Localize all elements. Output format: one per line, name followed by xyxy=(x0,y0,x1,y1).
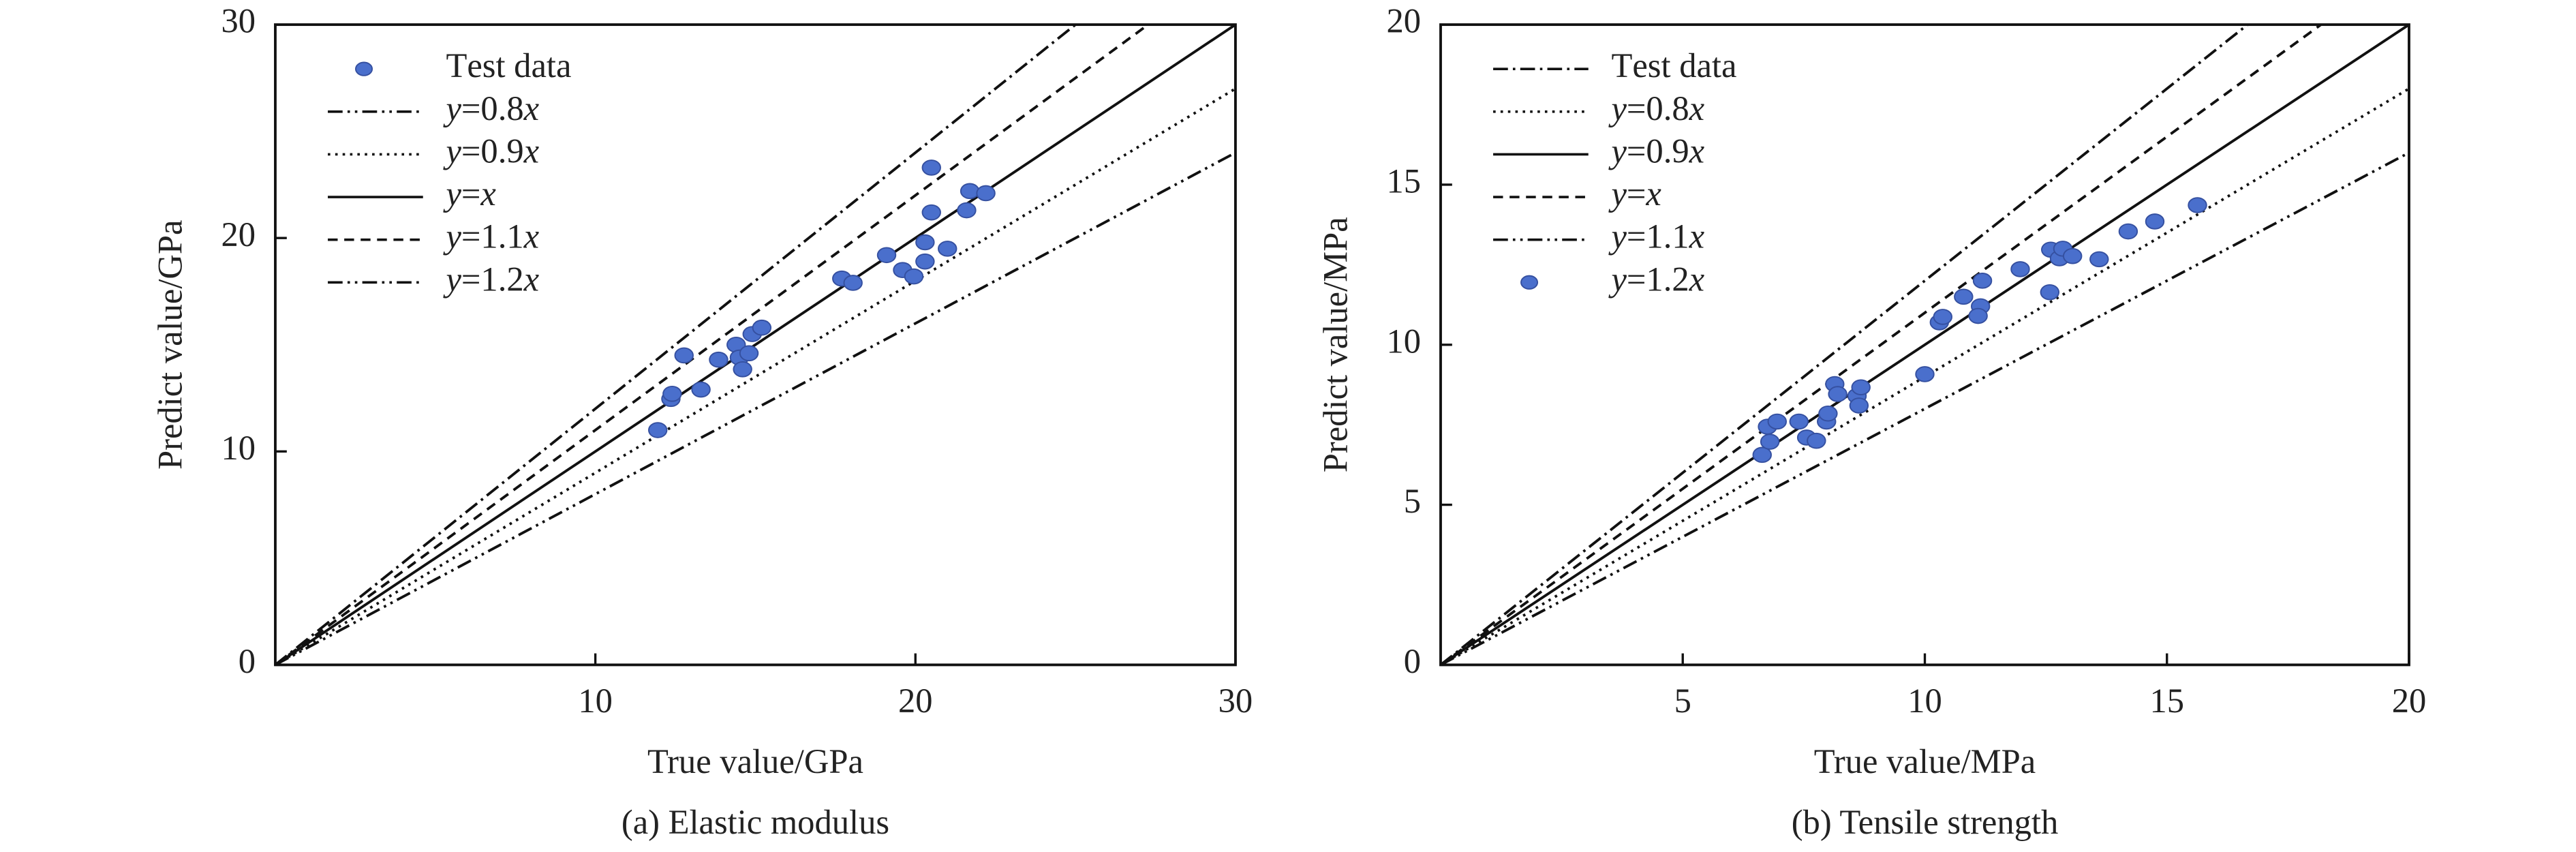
caption: (a) Elastic modulus xyxy=(622,803,889,841)
x-tick-label: 30 xyxy=(1218,682,1253,720)
legend-label: y=1.2x xyxy=(442,260,539,298)
caption: (b) Tensile strength xyxy=(1792,803,2059,841)
data-point xyxy=(2188,197,2207,213)
x-tick-label: 5 xyxy=(1674,682,1691,720)
legend-label: y=0.9x xyxy=(442,132,539,170)
data-point xyxy=(674,347,694,364)
data-point xyxy=(1968,307,1988,324)
data-point xyxy=(1972,273,1993,289)
data-point xyxy=(915,234,935,251)
legend-label: y=0.9x xyxy=(1608,132,1704,170)
data-point xyxy=(1828,386,1847,402)
legend-label: y=x xyxy=(1608,174,1661,213)
data-point xyxy=(1818,405,1838,422)
data-point xyxy=(1767,413,1787,430)
legend-label: y=1.2x xyxy=(1608,260,1704,298)
legend-label: y=0.8x xyxy=(1608,89,1704,127)
reference-line xyxy=(274,87,1236,667)
data-point xyxy=(960,183,980,200)
x-axis-label: True value/MPa xyxy=(1814,742,2036,780)
x-tick-label: 15 xyxy=(2149,682,2184,720)
data-point xyxy=(662,385,682,402)
data-point xyxy=(1915,366,1935,382)
y-tick-label: 0 xyxy=(239,642,256,680)
y-axis-label: Predict value/GPa xyxy=(151,220,189,470)
data-point xyxy=(709,351,729,368)
data-point xyxy=(2089,251,2109,268)
reference-line xyxy=(1439,23,2249,666)
y-tick-label: 5 xyxy=(1404,482,1421,520)
data-point xyxy=(733,361,752,378)
data-point xyxy=(1933,309,1952,325)
x-tick-label: 10 xyxy=(1907,682,1942,720)
legend-marker xyxy=(1520,275,1539,290)
y-tick-label: 10 xyxy=(1387,322,1422,360)
legend-label: Test data xyxy=(446,46,571,85)
reference-line xyxy=(1439,23,2410,667)
reference-line xyxy=(1440,151,2410,667)
plot-frame xyxy=(274,23,1237,667)
x-axis-label: True value/GPa xyxy=(647,742,863,780)
data-point xyxy=(843,275,863,291)
data-point xyxy=(1849,397,1869,414)
legend-label: y=0.8x xyxy=(442,89,539,127)
reference-line xyxy=(275,151,1236,667)
x-tick-label: 20 xyxy=(898,682,933,720)
data-point xyxy=(739,345,759,362)
y-tick-label: 0 xyxy=(1404,642,1421,680)
y-axis-label: Predict value/MPa xyxy=(1316,217,1354,472)
y-tick-label: 10 xyxy=(221,429,256,467)
data-point xyxy=(1954,288,1974,305)
y-tick-label: 15 xyxy=(1387,162,1422,200)
data-point xyxy=(957,202,977,219)
data-point xyxy=(1760,433,1780,450)
data-point xyxy=(2118,223,2138,240)
data-point xyxy=(915,253,935,270)
y-tick-label: 20 xyxy=(1387,2,1422,40)
data-point xyxy=(752,319,772,336)
data-point xyxy=(1752,446,1772,463)
data-point xyxy=(921,204,941,221)
data-point xyxy=(1807,432,1826,449)
data-point xyxy=(876,247,897,264)
data-point xyxy=(691,381,711,398)
data-point xyxy=(976,185,996,202)
x-tick-label: 10 xyxy=(578,682,613,720)
data-point xyxy=(2040,284,2060,301)
x-tick-label: 20 xyxy=(2392,682,2427,720)
y-tick-label: 20 xyxy=(221,215,256,254)
legend-label: y=1.1x xyxy=(442,217,539,255)
reference-line xyxy=(274,23,1077,666)
legend-marker xyxy=(355,61,373,76)
reference-line xyxy=(1439,23,2322,666)
y-tick-label: 30 xyxy=(221,2,256,40)
data-point xyxy=(2145,213,2165,230)
data-point xyxy=(938,241,957,257)
reference-line xyxy=(274,23,1236,667)
legend-label: y=1.1x xyxy=(1608,217,1704,255)
data-point xyxy=(1789,413,1809,430)
legend-label: Test data xyxy=(1611,46,1736,85)
legend-label: y=x xyxy=(442,174,496,213)
data-point xyxy=(904,268,924,285)
reference-line xyxy=(274,23,1149,666)
data-point xyxy=(921,159,941,176)
data-point xyxy=(2062,247,2083,264)
data-point xyxy=(647,422,668,438)
data-point xyxy=(2010,261,2030,277)
data-point xyxy=(1851,379,1871,396)
